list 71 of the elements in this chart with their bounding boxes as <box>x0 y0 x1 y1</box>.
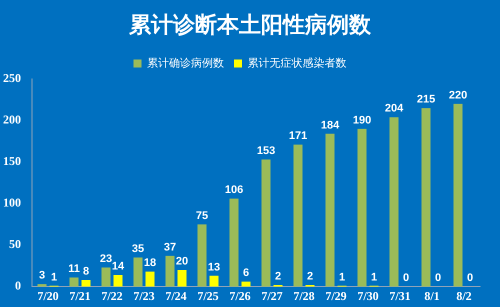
data-label: 204 <box>384 102 404 115</box>
bar <box>294 144 302 287</box>
data-label: 215 <box>416 94 436 106</box>
data-label: 37 <box>164 241 176 254</box>
x-tick-label: 7/26 <box>229 288 251 303</box>
chart-title: 累计诊断本土阳性病例数 <box>128 12 372 40</box>
bar <box>230 198 238 287</box>
data-label: 190 <box>352 114 372 126</box>
bar <box>358 128 366 287</box>
data-label: 220 <box>448 89 468 102</box>
bar <box>262 160 270 287</box>
y-tick-label: 100 <box>3 196 21 210</box>
bar <box>102 268 110 287</box>
legend-label: 累计确诊病例数 <box>147 56 224 70</box>
data-label: 1 <box>50 271 58 284</box>
data-label: 8 <box>82 265 90 278</box>
data-label: 0 <box>402 272 410 284</box>
y-tick-label: 250 <box>3 71 21 86</box>
data-label: 75 <box>196 210 208 222</box>
y-tick-label: 150 <box>3 154 21 168</box>
x-tick-label: 7/24 <box>165 288 187 303</box>
bar <box>390 117 398 287</box>
data-label: 23 <box>100 253 112 266</box>
bar <box>82 280 90 287</box>
x-tick-label: 7/21 <box>69 288 91 303</box>
bar <box>70 277 78 287</box>
data-label: 13 <box>208 261 220 274</box>
data-label: 1 <box>370 271 378 284</box>
data-label: 106 <box>224 184 244 196</box>
data-label: 20 <box>176 256 188 268</box>
data-label: 171 <box>288 130 308 142</box>
x-tick-label: 8/2 <box>456 288 472 303</box>
data-label: 2 <box>306 270 314 282</box>
x-tick-label: 7/30 <box>357 288 379 303</box>
bar <box>454 104 462 287</box>
bar <box>210 276 218 287</box>
bar <box>114 274 122 287</box>
data-label: 0 <box>466 272 474 284</box>
data-label: 14 <box>112 260 125 273</box>
data-label: 3 <box>38 270 46 282</box>
data-label: 153 <box>256 145 276 158</box>
x-tick-label: 7/29 <box>325 288 347 303</box>
data-label: 0 <box>434 272 442 284</box>
bar <box>326 134 334 287</box>
data-label: 6 <box>242 267 250 280</box>
x-tick-label: 8/1 <box>424 288 440 303</box>
legend-label: 累计无症状感染者数 <box>248 56 346 70</box>
x-tick-label: 7/22 <box>101 288 123 303</box>
bar <box>198 224 206 287</box>
data-label: 1 <box>338 271 346 284</box>
bar <box>166 256 174 287</box>
x-tick-label: 7/23 <box>133 288 155 303</box>
data-label: 11 <box>68 262 80 275</box>
data-label: 2 <box>274 270 282 282</box>
y-tick-label: 50 <box>9 237 21 252</box>
data-label: 184 <box>320 119 340 132</box>
x-tick-label: 7/28 <box>293 288 315 303</box>
bar <box>146 272 154 287</box>
bar <box>134 258 142 287</box>
y-tick-label: 0 <box>15 278 21 293</box>
x-tick-label: 7/31 <box>389 288 411 303</box>
x-tick-label: 7/27 <box>261 288 283 303</box>
bar <box>422 108 430 287</box>
bar <box>38 284 46 287</box>
x-tick-label: 7/25 <box>197 288 219 303</box>
data-label: 35 <box>132 243 144 256</box>
x-tick-label: 7/20 <box>37 288 59 303</box>
bar <box>242 282 250 287</box>
data-label: 18 <box>144 257 156 270</box>
bar <box>178 270 186 287</box>
y-tick-label: 200 <box>3 112 21 127</box>
